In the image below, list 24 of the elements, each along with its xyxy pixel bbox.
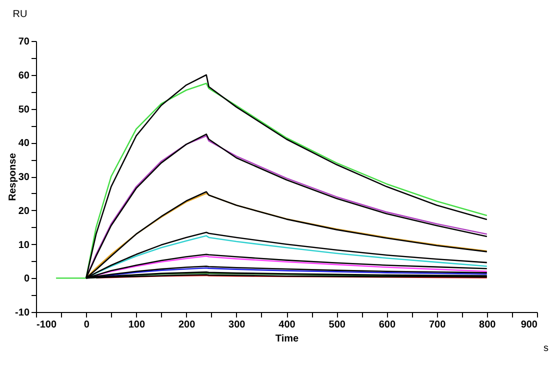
y-tick-label: 40 (18, 138, 30, 150)
x-tick-label: 100 (128, 320, 146, 330)
y-tick-label: 0 (24, 274, 30, 285)
x-tick-label: 300 (228, 320, 246, 330)
y-tick-label: 10 (18, 240, 30, 251)
y-tick-label: -10 (15, 308, 30, 318)
x-tick-label: 800 (479, 320, 496, 330)
x-tick-label: 0 (84, 320, 90, 330)
text: s (544, 343, 548, 354)
x-tick-label: 900 (520, 320, 538, 330)
x-tick-label: 500 (328, 320, 346, 330)
y-tick-label: 20 (18, 206, 30, 217)
text: RU (12, 9, 28, 20)
x-tick-label: -100 (36, 320, 57, 330)
x-tick-label: 600 (378, 320, 396, 330)
x-tick-label: 200 (178, 320, 196, 330)
x-tick-label: 400 (278, 320, 296, 330)
x-tick-label: 700 (428, 320, 446, 330)
y-tick-label: 70 (18, 36, 30, 48)
y-tick-label: 50 (18, 104, 30, 116)
y-tick-label: 60 (18, 70, 30, 82)
y-tick-label: 30 (18, 172, 30, 183)
y-axis-title: Response (8, 152, 18, 201)
x-axis-title: Time (275, 334, 300, 344)
